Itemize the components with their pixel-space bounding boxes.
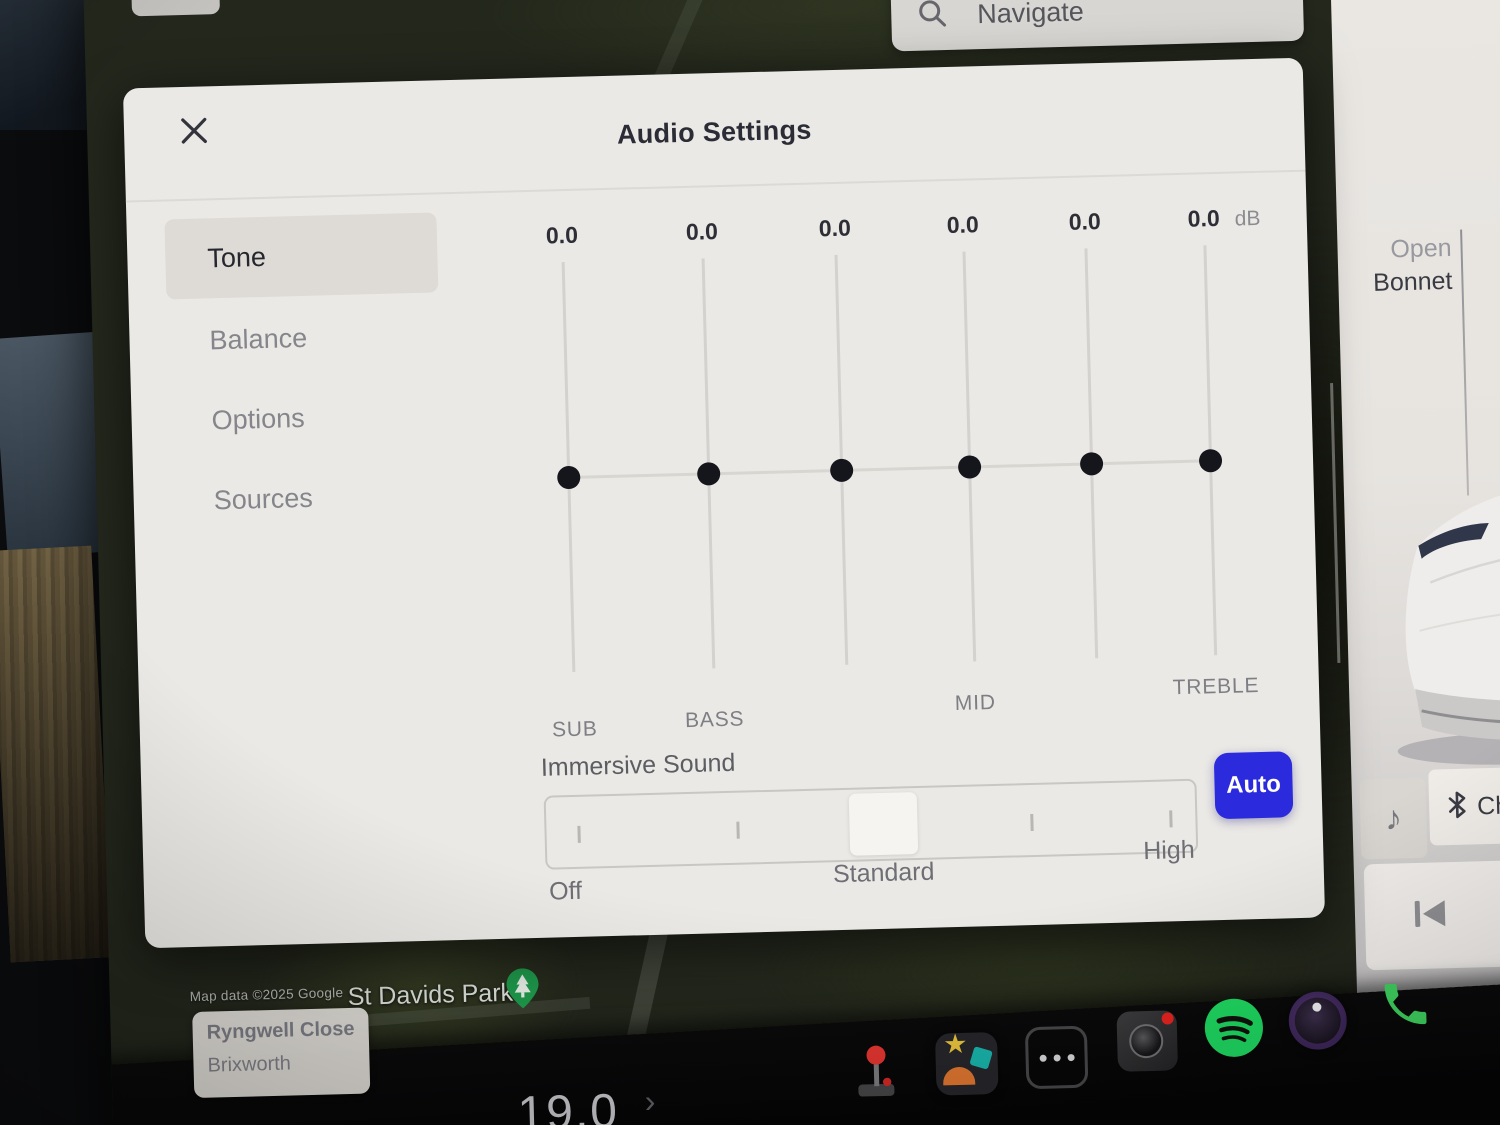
- arcade-app-icon[interactable]: [847, 1040, 907, 1104]
- audio-settings-dialog: Audio Settings Tone Balance Options Sour…: [122, 57, 1326, 949]
- immersive-sound-label: Immersive Sound: [540, 748, 736, 782]
- dashboard-wood-trim: [0, 545, 113, 963]
- eq-handle[interactable]: [556, 465, 581, 490]
- eq-value: 0.0: [685, 218, 719, 245]
- toybox-app-icon[interactable]: ★: [934, 1028, 999, 1096]
- close-icon[interactable]: [171, 108, 216, 153]
- map-control-card[interactable]: [131, 0, 221, 17]
- navigate-search-input[interactable]: Navigate: [890, 0, 1305, 52]
- choose-label: Choose: [1476, 789, 1500, 820]
- dialog-title: Audio Settings: [616, 114, 812, 150]
- search-icon: [917, 0, 948, 33]
- tab-balance[interactable]: Balance: [209, 322, 308, 355]
- eq-handle[interactable]: [829, 458, 853, 483]
- bonnet-label: Bonnet: [1372, 266, 1453, 297]
- more-apps-icon[interactable]: [1024, 1025, 1089, 1090]
- media-source-tile[interactable]: ♪: [1359, 777, 1428, 860]
- auto-button[interactable]: Auto: [1213, 751, 1294, 820]
- previous-track-icon: [1411, 896, 1450, 936]
- choose-media-button[interactable]: Choose: [1428, 764, 1500, 846]
- eq-band-label: [787, 698, 907, 701]
- immersive-option-off[interactable]: Off: [548, 876, 583, 906]
- eq-band-label: BASS: [684, 707, 745, 733]
- immersive-sound-handle[interactable]: [848, 792, 919, 856]
- eq-band-label: TREBLE: [1172, 674, 1260, 700]
- navigate-placeholder: Navigate: [976, 0, 1085, 29]
- camera-app-icon[interactable]: [1287, 990, 1348, 1051]
- vehicle-status-panel: Open Bonnet ♪: [1329, 0, 1500, 1125]
- cube-icon: [969, 1046, 993, 1070]
- town-name: Brixworth: [207, 1052, 292, 1077]
- dialog-divider: [125, 169, 1306, 203]
- eq-band-label: MID: [954, 690, 997, 715]
- eq-value: 0.0: [1187, 204, 1221, 232]
- eq-slider-3: 0.0: [775, 213, 909, 736]
- temp-decrease-chevron[interactable]: ‹: [481, 1113, 493, 1125]
- eq-slider-bass: 0.0 BASS: [642, 217, 776, 740]
- park-tree-pin-icon: [506, 968, 539, 1014]
- camera-lens: [1128, 1023, 1164, 1059]
- climate-control: ‹ 19.0 ›: [480, 1083, 656, 1125]
- map-street-card: Ryngwell Close Brixworth: [192, 1007, 371, 1099]
- immersive-sound-slider[interactable]: [543, 778, 1199, 870]
- immersive-option-high[interactable]: High: [1142, 835, 1196, 866]
- open-label: Open: [1390, 233, 1452, 264]
- recording-dot: [1161, 1012, 1174, 1025]
- eq-slider-sub: 0.0 SUB: [502, 221, 636, 744]
- eq-value: 0.0: [946, 211, 980, 239]
- open-bonnet-button[interactable]: Open Bonnet: [1365, 234, 1453, 298]
- eq-band-label: SUB: [551, 717, 598, 742]
- map-park-label: St Davids Park: [347, 978, 514, 1011]
- immersive-option-standard[interactable]: Standard: [832, 857, 935, 889]
- eq-value: 0.0: [1068, 208, 1102, 235]
- eq-handle[interactable]: [1198, 448, 1222, 473]
- music-note-icon: ♪: [1384, 798, 1403, 838]
- tab-options[interactable]: Options: [211, 402, 306, 435]
- eq-slider-5: 0.0: [1024, 207, 1158, 730]
- street-name: Ryngwell Close: [206, 1017, 355, 1044]
- slider-tick: [577, 825, 581, 843]
- eq-handle[interactable]: [957, 455, 981, 479]
- slider-tick: [1169, 810, 1173, 828]
- vehicle-render: [1375, 446, 1500, 776]
- star-icon: ★: [942, 1028, 968, 1060]
- dome-icon: [942, 1066, 976, 1086]
- lens-highlight: [1312, 1002, 1322, 1012]
- previous-track-button[interactable]: [1363, 856, 1500, 971]
- dashboard-corner: [0, 0, 95, 130]
- tab-sources[interactable]: Sources: [213, 482, 314, 515]
- eq-value: 0.0: [818, 214, 852, 242]
- spotify-app-icon[interactable]: [1202, 996, 1266, 1065]
- phone-app-icon[interactable]: [1378, 977, 1434, 1037]
- tab-tone[interactable]: Tone: [164, 212, 439, 300]
- bluetooth-icon: [1447, 790, 1468, 824]
- eq-slider-treble: 0.0 TREBLE: [1143, 204, 1277, 727]
- eq-handle[interactable]: [1079, 452, 1103, 476]
- temp-increase-chevron[interactable]: ›: [644, 1082, 656, 1120]
- eq-value: 0.0: [545, 221, 579, 249]
- dashcam-app-icon[interactable]: [1116, 1010, 1178, 1072]
- tesla-touchscreen: Map data ©2025 Google St Davids Park Ryn…: [83, 0, 1500, 1125]
- eq-band-label: [1037, 682, 1157, 685]
- eq-handle[interactable]: [696, 462, 721, 486]
- slider-tick: [1030, 813, 1034, 832]
- slider-tick: [736, 821, 740, 839]
- eq-slider-mid: 0.0 MID: [902, 210, 1036, 733]
- temperature-value[interactable]: 19.0: [516, 1084, 620, 1125]
